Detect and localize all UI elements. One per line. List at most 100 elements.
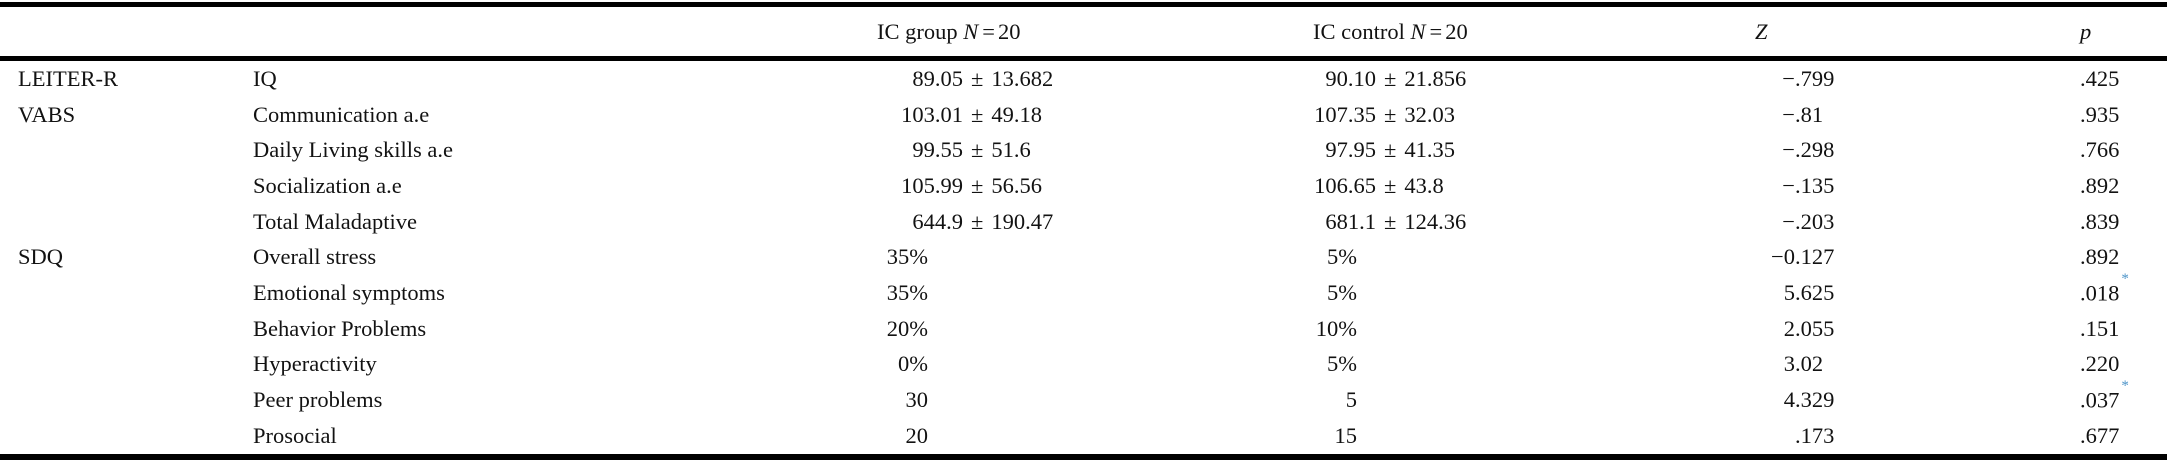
table-row: LEITER-R IQ 89.05 ±13.682 90.10 ±21.856 − .799.… [0,61,2167,97]
value-plain: 20 [905,422,929,448]
z-decimal-part: .127 [1795,244,1835,270]
z-decimal-part: .81 [1795,101,1824,127]
value-after-pm: 13.682 [991,65,1054,91]
p-value: .935 [2080,101,2120,127]
plus-minus-sign: ± [971,101,984,127]
z-value: − .135 [1740,173,2065,199]
z-integer-part: −0 [1771,244,1795,270]
table-row: Behavior Problems 20% 10% 2.055 .151 [0,311,2167,347]
z-value: 2.055 [1740,316,2065,342]
col-header-ic-control: IC control N = 20 [1313,18,1468,44]
ic-group-value: 644.9 ±190.47 [860,209,1295,235]
value-plain: 5% [1327,244,1357,270]
value-plain: 10% [1315,315,1357,341]
table-row: SDQ Overall stress 35% 5% −0.127 .892 [0,239,2167,275]
measure-cell: Total Maladaptive [253,208,417,234]
z-integer-part: 5 [1783,279,1795,305]
z-decimal-part: .203 [1795,208,1835,234]
z-value: − .203 [1740,209,2065,235]
z-decimal-part: .799 [1795,65,1835,91]
ic-control-value: 106.65 ±43.8 [1295,173,1740,199]
ic-group-value: 99.55 ±51.6 [860,137,1295,163]
value-after-pm: 41.35 [1404,137,1455,163]
table-header-row: IC group N = 20 IC control N = 20 Z p [0,7,2167,56]
plus-minus-sign: ± [1384,65,1397,91]
measure-cell: IQ [253,65,277,91]
value-plain: 5% [1327,351,1357,377]
value-after-pm: 32.03 [1404,101,1455,127]
ic-control-value: 107.35 ±32.03 [1295,102,1740,128]
p-value: .151 [2080,315,2120,341]
measure-cell: Prosocial [253,422,337,448]
ic-control-value: 97.95 ±41.35 [1295,137,1740,163]
table-row: Daily Living skills a.e 99.55 ±51.6 97.95 ±4… [0,132,2167,168]
plus-minus-sign: ± [1384,172,1397,198]
z-value: − .799 [1740,66,2065,92]
value-after-pm: 124.36 [1404,208,1467,234]
p-value: .892 [2080,244,2120,270]
z-value: −0.127 [1740,244,2065,270]
value-plain: 20% [886,315,928,341]
plus-minus-sign: ± [971,172,984,198]
z-integer-part: − [1782,65,1795,91]
measure-cell: Peer problems [253,387,383,413]
ic-control-value: 90.10 ±21.856 [1295,66,1740,92]
ic-group-value: 20% [860,316,1295,342]
p-value: .892 [2080,172,2120,198]
significance-asterisk: * [2121,377,2129,394]
plus-minus-sign: ± [1384,208,1397,234]
value-before-pm: 105.99 [901,172,963,198]
value-plain: 30 [905,387,929,413]
value-after-pm: 56.56 [991,172,1042,198]
plus-minus-sign: ± [971,65,984,91]
ic-group-value: 20 [860,423,1295,449]
measure-cell: Socialization a.e [253,172,402,198]
p-value: .839 [2080,208,2120,234]
ic-group-value: 0% [860,351,1295,377]
value-before-pm: 103.01 [901,101,963,127]
z-value: 4.329 [1740,387,2065,413]
z-value: − .298 [1740,137,2065,163]
value-after-pm: 49.18 [991,101,1042,127]
value-after-pm: 51.6 [991,137,1031,163]
z-integer-part: 3 [1783,351,1795,377]
value-before-pm: 90.10 [1325,65,1376,91]
ic-control-value: 15 [1295,423,1740,449]
table-row: Peer problems 30 5 4.329 .037* [0,378,2167,418]
measure-cell: Hyperactivity [253,351,377,377]
value-plain: 35% [886,279,928,305]
z-decimal-part: .298 [1795,137,1835,163]
ic-group-value: 30 [860,387,1295,413]
group-cell: VABS [18,101,76,127]
ic-control-value: 681.1 ±124.36 [1295,209,1740,235]
z-decimal-part: .625 [1795,279,1835,305]
plus-minus-sign: ± [1384,137,1397,163]
z-decimal-part: .055 [1795,315,1835,341]
z-decimal-part: .02 [1795,351,1824,377]
ic-control-value: 5% [1295,244,1740,270]
table-header-rule [0,56,2167,61]
z-value: − .81 [1740,102,2065,128]
table-top-rule [0,2,2167,7]
value-before-pm: 89.05 [912,65,963,91]
table-row: Prosocial 20 15 .173 .677 [0,418,2167,454]
ic-control-value: 5% [1295,351,1740,377]
value-before-pm: 107.35 [1314,101,1376,127]
col-header-z: Z [1755,18,1768,44]
group-cell: SDQ [18,244,64,270]
p-value: .220 [2080,351,2120,377]
value-plain: 15 [1334,422,1358,448]
z-integer-part: − [1782,208,1795,234]
p-value: .018* [2080,270,2129,306]
p-value: .425 [2080,65,2120,91]
value-before-pm: 106.65 [1314,172,1376,198]
value-plain: 35% [886,244,928,270]
value-before-pm: 681.1 [1325,208,1376,234]
ic-control-value: 5% [1295,280,1740,306]
plus-minus-sign: ± [1384,101,1397,127]
measure-cell: Overall stress [253,244,377,270]
value-plain: 5% [1327,279,1357,305]
z-integer-part: − [1782,101,1795,127]
measure-cell: Emotional symptoms [253,279,445,305]
